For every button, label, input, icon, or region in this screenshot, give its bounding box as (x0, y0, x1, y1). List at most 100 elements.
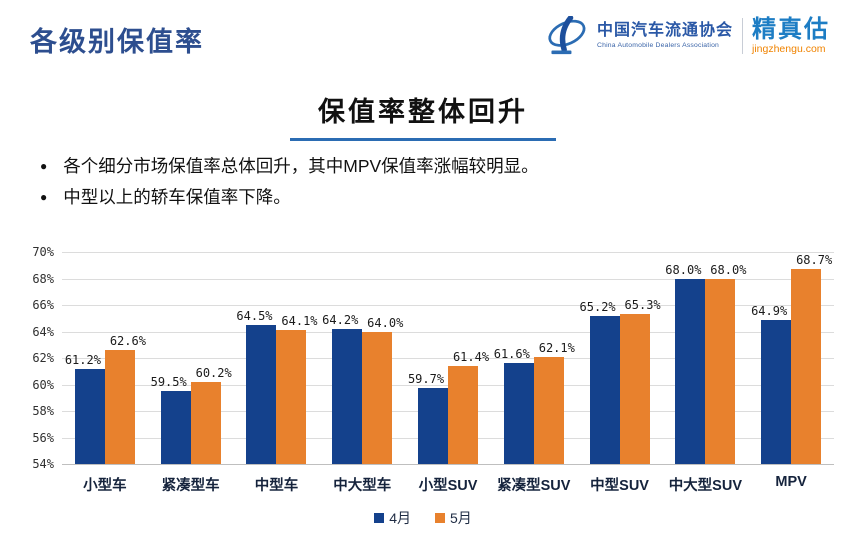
bullet-item: ● 中型以上的轿车保值率下降。 (40, 183, 539, 214)
page-title: 各级别保值率 (30, 27, 204, 57)
bullet-text: 中型以上的轿车保值率下降。 (63, 187, 291, 207)
bar-5月: 68.0% (705, 263, 746, 464)
bar-4月: 64.2% (322, 313, 363, 464)
bar-value-label: 64.5% (236, 308, 273, 323)
org-name-en: China Automobile Dealers Association (596, 42, 720, 50)
bar-value-label: 64.2% (322, 312, 359, 327)
bar-value-label: 68.0% (710, 262, 747, 277)
logo-divider (742, 18, 743, 54)
y-axis-tick: 56% (32, 430, 54, 445)
bar-5月: 65.3% (619, 298, 661, 464)
bar-5月: 64.1% (276, 314, 318, 464)
section-title-wrap: 保值率整体回升 (0, 90, 846, 141)
org-name: 中国汽车流通协会 (596, 21, 733, 39)
bar-value-label: 68.7% (796, 253, 833, 268)
category-label: 中大型SUV (668, 478, 743, 494)
category-label: 中型车 (254, 478, 299, 494)
gridline (62, 464, 834, 465)
bar-value-label: 62.6% (109, 334, 146, 349)
bar-4月: 61.6% (494, 347, 534, 464)
bar-value-label: 60.2% (195, 365, 232, 380)
logo-block: 中国汽车流通协会 China Automobile Dealers Associ… (544, 16, 830, 56)
legend-item: 5月 (435, 508, 472, 528)
bar-value-label: 64.9% (751, 303, 788, 318)
category-label: MPV (775, 474, 807, 490)
bar-value-label: 65.2% (579, 299, 616, 314)
bar-value-label: 61.2% (64, 352, 101, 367)
brand-block: 精真估 jingzhengu.com (752, 17, 830, 54)
bar-group: 64.5% 64.1% (234, 252, 320, 464)
bullet-list: ● 各个细分市场保值率总体回升，其中MPV保值率涨幅较明显。 ● 中型以上的轿车保值率… (40, 152, 539, 214)
bar-4月: 68.0% (665, 263, 706, 464)
bar-value-label: 61.4% (452, 349, 490, 364)
bar-value-label: 64.1% (281, 314, 318, 329)
bar-group: 59.7% 61.4% (405, 252, 491, 464)
chart-legend: 4月 5月 (0, 508, 846, 528)
bar-5月: 64.0% (362, 316, 403, 464)
legend-label: 4月 (389, 510, 411, 526)
bar-group: 61.2% 62.6% (62, 252, 148, 464)
bar-groups: 61.2% 62.6% 59.5% 60.2% 64.5% 64.1% 64.2% 64.0%… (62, 252, 834, 464)
y-axis-tick: 68% (32, 271, 54, 286)
bullet-item: ● 各个细分市场保值率总体回升，其中MPV保值率涨幅较明显。 (40, 152, 539, 183)
gridline (62, 305, 834, 306)
legend-label: 5月 (450, 510, 472, 526)
y-axis-tick: 60% (32, 377, 54, 392)
gridline (62, 331, 834, 333)
gridline (62, 384, 834, 386)
bar-group: 59.5% 60.2% (148, 252, 234, 464)
y-axis-tick: 70% (32, 245, 54, 259)
category-label: 小型SUV (418, 478, 478, 494)
bar-4月: 64.5% (236, 309, 277, 464)
category-label: 中大型车 (333, 478, 392, 494)
y-axis-tick: 54% (32, 457, 54, 471)
y-axis-tick: 64% (32, 324, 54, 339)
category-label: 小型车 (83, 478, 127, 494)
gridline (62, 252, 834, 253)
y-axis-tick: 58% (32, 404, 54, 418)
category-label: 中型SUV (590, 478, 649, 494)
bar-value-label: 61.6% (493, 347, 530, 362)
bar-value-label: 68.0% (665, 262, 702, 277)
bar-5月: 61.4% (448, 350, 489, 464)
legend-swatch (435, 513, 445, 523)
brand-name: 精真估 (752, 16, 830, 44)
bar-4月: 61.2% (65, 353, 105, 464)
bar-value-label: 65.3% (624, 298, 661, 313)
bar-group: 61.6% 62.1% (491, 252, 577, 464)
bullet-dot-icon: ● (40, 159, 48, 173)
cada-logo-icon (548, 16, 586, 55)
bar-4月: 65.2% (580, 300, 620, 464)
bar-chart: 54% 56% 58% 60% 62% 64% 66% 68% 70% 61.2% 62.6% 59… (32, 245, 834, 504)
gridline (62, 278, 834, 280)
bar-group: 68.0% 68.0% (662, 252, 748, 464)
category-label: 紧凑型车 (161, 478, 220, 494)
bar-group: 64.9% 68.7% (748, 252, 834, 464)
bar-5月: 60.2% (190, 366, 232, 464)
legend-swatch (374, 513, 385, 523)
bar-group: 65.2% 65.3% (577, 252, 663, 464)
y-axis-tick: 66% (32, 298, 54, 312)
gridline (62, 358, 834, 359)
section-title: 保值率整体回升 (290, 90, 556, 141)
bar-value-label: 59.7% (407, 372, 445, 387)
bar-5月: 62.6% (104, 334, 146, 464)
bar-5月: 62.1% (533, 341, 575, 464)
category-axis: 小型车 紧凑型车 中型车 中大型车 小型SUV 紧凑型SUV 中型SUV 中大型SUV MPV (62, 474, 834, 495)
bar-4月: 59.5% (151, 375, 191, 464)
y-axis-tick: 62% (32, 351, 54, 365)
bullet-dot-icon: ● (40, 190, 48, 204)
bar-4月: 64.9% (751, 304, 792, 464)
legend-item: 4月 (374, 508, 411, 528)
bar-value-label: 59.5% (150, 375, 187, 390)
category-label: 紧凑型SUV (497, 478, 571, 494)
bullet-text: 各个细分市场保值率总体回升，其中MPV保值率涨幅较明显。 (63, 156, 539, 176)
bar-4月: 59.7% (408, 372, 449, 464)
bar-5月: 68.7% (791, 253, 832, 464)
org-names: 中国汽车流通协会 China Automobile Dealers Associ… (597, 22, 733, 50)
bar-group: 64.2% 64.0% (319, 252, 405, 464)
bar-value-label: 64.0% (367, 315, 404, 330)
bar-value-label: 62.1% (538, 340, 575, 355)
brand-site: jingzhengu.com (752, 42, 826, 55)
